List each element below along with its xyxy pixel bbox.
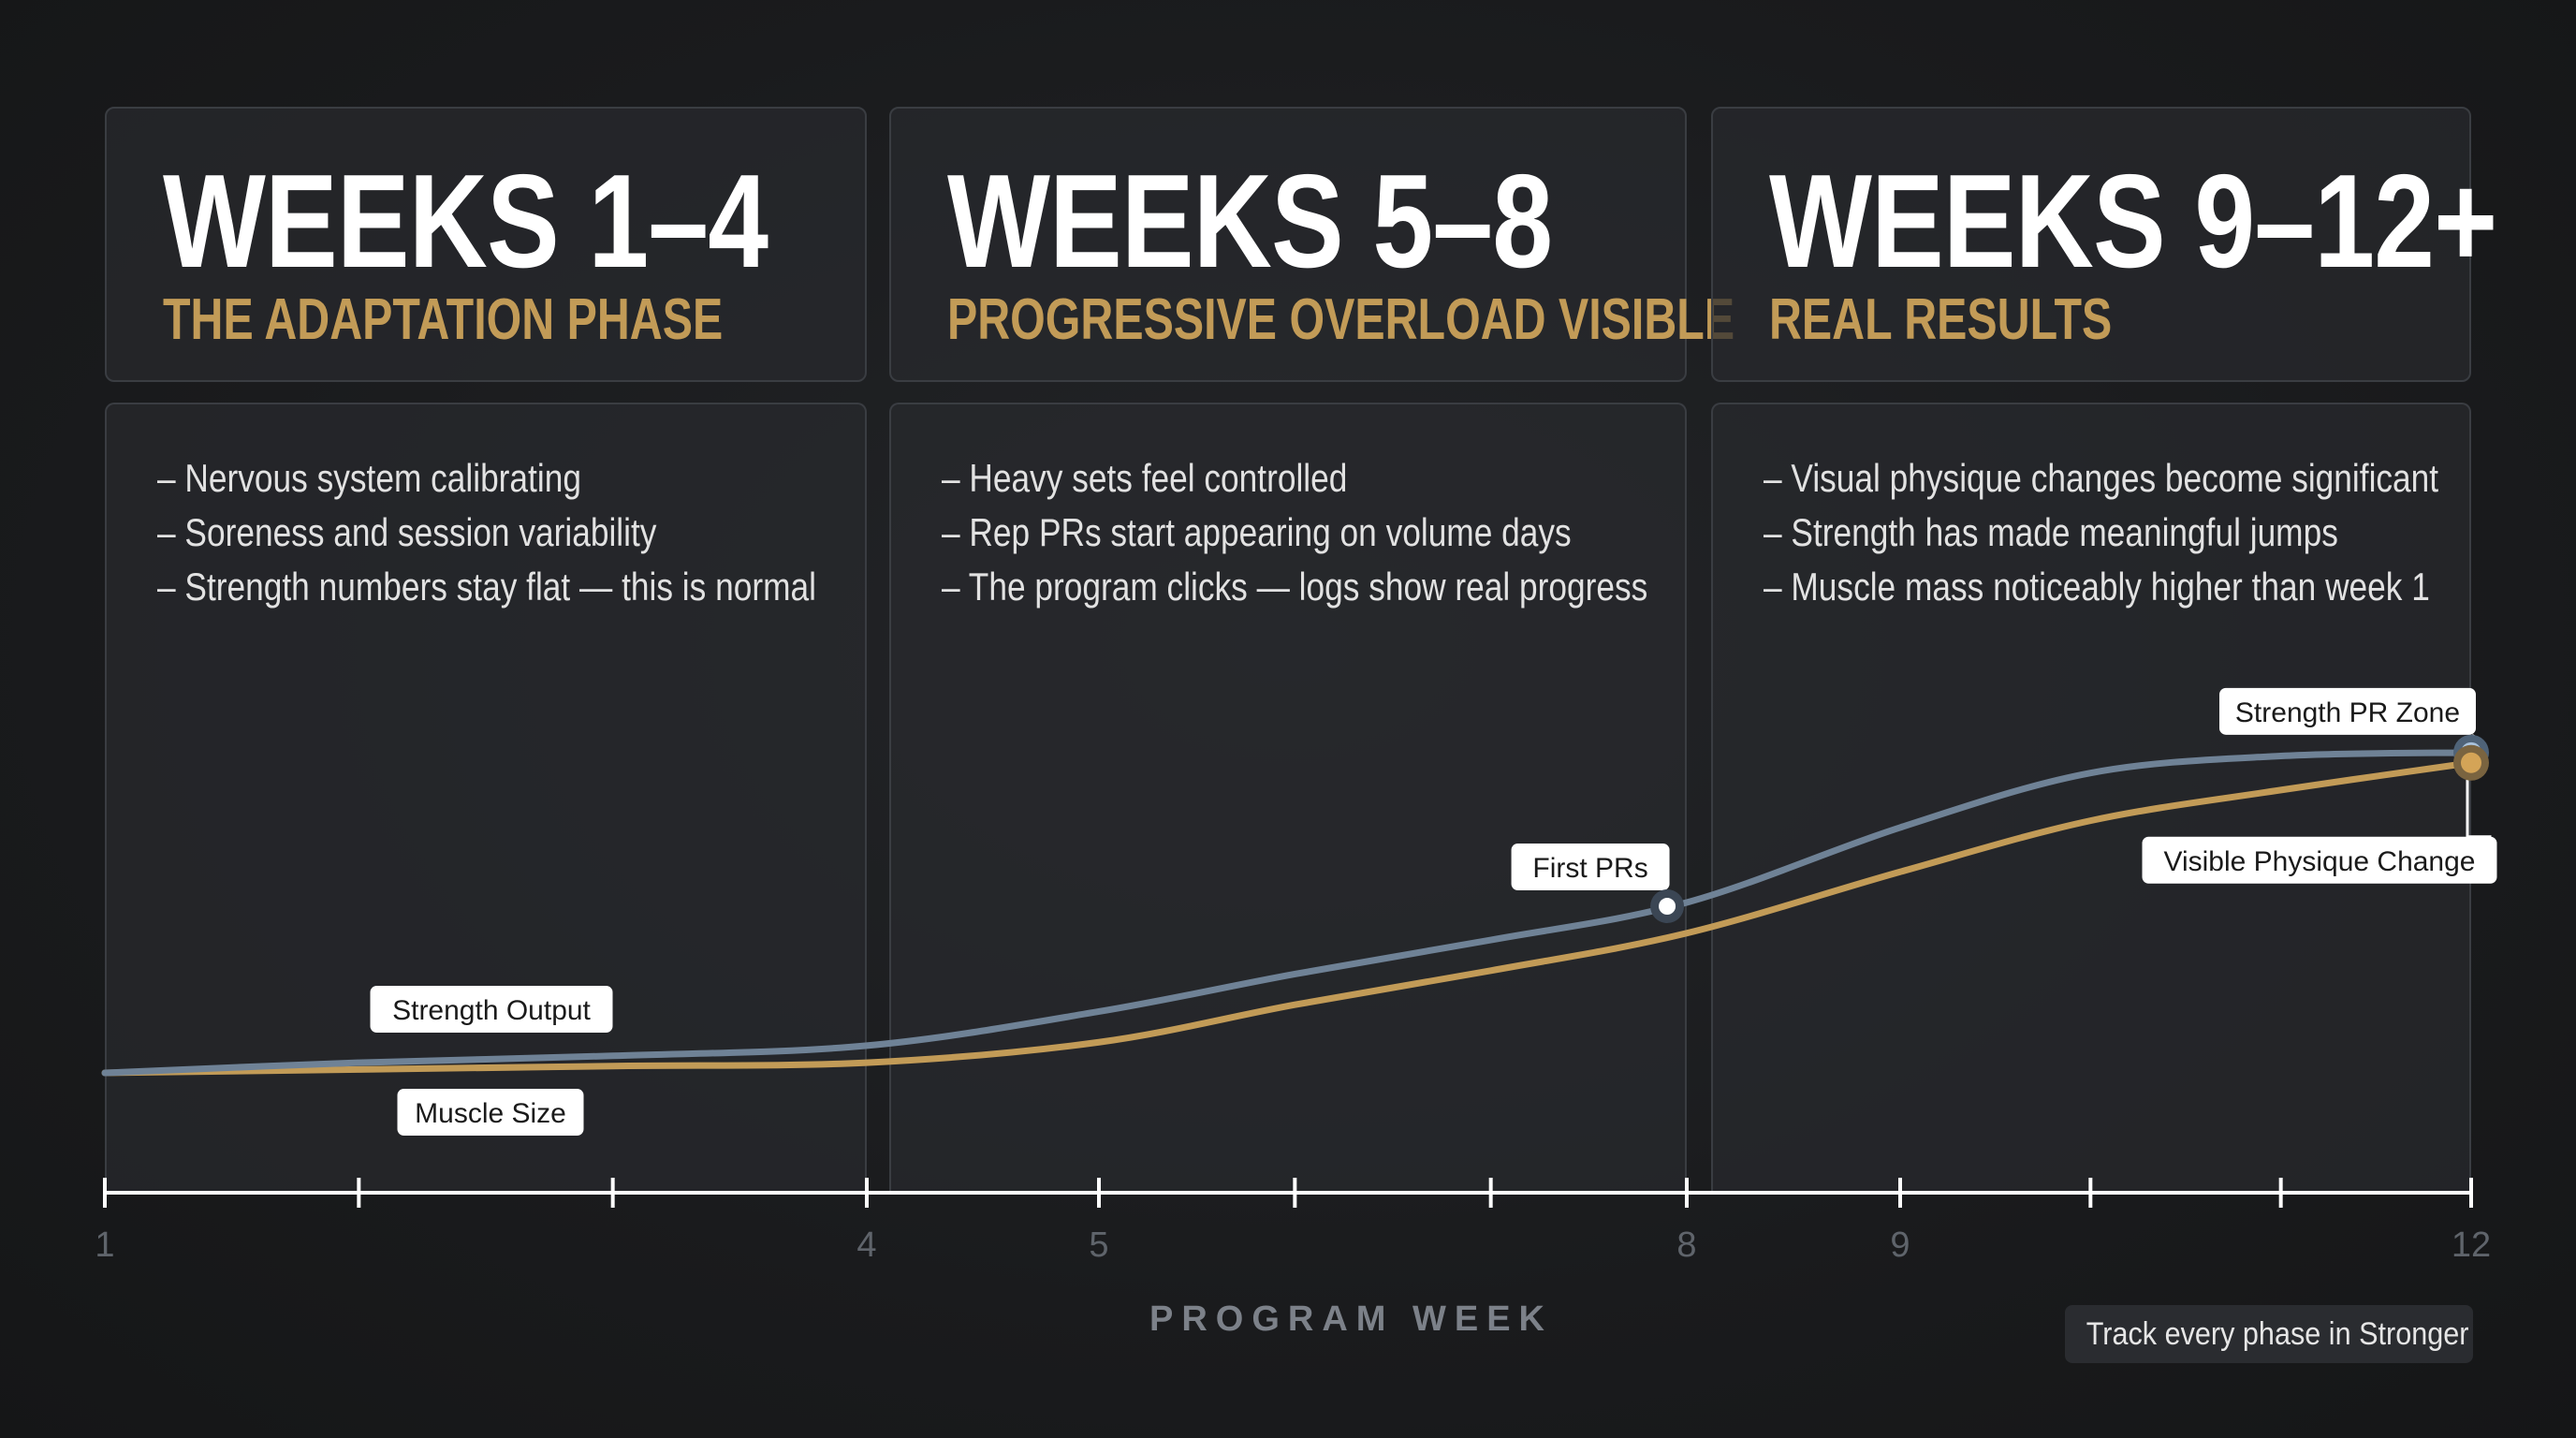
- annotation-connector: [2466, 777, 2492, 839]
- phase-bullet: – Nervous system calibrating: [157, 456, 581, 500]
- phase-header-1: WEEKS 1–4 THE ADAPTATION PHASE: [105, 107, 867, 382]
- series-line-muscle: [101, 759, 2475, 1077]
- label-box: [397, 1089, 584, 1136]
- annotation-marker-dot: [1659, 898, 1676, 916]
- x-tick-label: 9: [1890, 1225, 1910, 1265]
- label-text: Strength PR Zone: [2235, 697, 2460, 728]
- phase-bullet-list: – Visual physique changes become signifi…: [1764, 451, 2567, 614]
- track-cta-badge[interactable]: Track every phase in Stronger: [2065, 1305, 2473, 1363]
- phase-body-2: – Heavy sets feel controlled – Rep PRs st…: [889, 403, 1687, 1195]
- x-tick-label: 8: [1676, 1225, 1696, 1265]
- phase-bullet-list: – Heavy sets feel controlled – Rep PRs st…: [942, 451, 1782, 614]
- phase-bullet: – Strength has made meaningful jumps: [1764, 510, 2338, 554]
- label-box: [2219, 687, 2476, 735]
- phase-bullet: – Visual physique changes become signifi…: [1764, 456, 2439, 500]
- phase-subtitle: REAL RESULTS: [1769, 287, 2113, 352]
- x-tick-label: 1: [95, 1225, 114, 1265]
- x-tick-label: 12: [2452, 1225, 2491, 1265]
- phase-bullet: – Strength numbers stay flat — this is n…: [157, 565, 816, 609]
- phase-subtitle: THE ADAPTATION PHASE: [163, 287, 724, 352]
- x-tick-label: 4: [856, 1225, 876, 1265]
- annotation-label: Strength PR Zone: [2219, 687, 2476, 735]
- phase-header-2: WEEKS 5–8 PROGRESSIVE OVERLOAD VISIBLE: [889, 107, 1734, 382]
- annotation-label: First PRs: [1511, 844, 1670, 891]
- phase-bullet: – The program clicks — logs show real pr…: [942, 565, 1648, 609]
- annotation-label: Visible Physique Change: [2142, 836, 2497, 884]
- series-label-muscle: Muscle Size: [397, 1089, 584, 1136]
- phase-bullet: – Muscle mass noticeably higher than wee…: [1764, 565, 2430, 609]
- phase-bullet-list: – Nervous system calibrating – Soreness a…: [157, 451, 942, 614]
- x-axis-label: PROGRAM WEEK: [1149, 1299, 1553, 1339]
- series-line-strength: [101, 749, 2475, 1077]
- phase-bullet: – Heavy sets feel controlled: [942, 456, 1348, 500]
- phase-title: WEEKS 1–4: [163, 147, 768, 296]
- label-text: Strength Output: [392, 995, 591, 1026]
- annotation-marker-dot: [2461, 752, 2481, 773]
- cta-text: Track every phase in Stronger: [2086, 1316, 2469, 1352]
- series-label-strength: Strength Output: [370, 986, 613, 1033]
- x-tick-label: 5: [1089, 1225, 1108, 1265]
- phase-header-3: WEEKS 9–12+ REAL RESULTS: [1711, 107, 2497, 382]
- phase-bullet: – Soreness and session variability: [157, 510, 657, 554]
- phase-subtitle: PROGRESSIVE OVERLOAD VISIBLE: [947, 287, 1735, 352]
- label-text: First PRs: [1532, 853, 1647, 884]
- label-text: Visible Physique Change: [2163, 846, 2475, 877]
- label-text: Muscle Size: [415, 1098, 566, 1129]
- label-box: [370, 986, 613, 1033]
- phase-title: WEEKS 5–8: [947, 147, 1553, 296]
- phase-bullet: – Rep PRs start appearing on volume days: [942, 510, 1572, 554]
- label-box: [1511, 844, 1670, 891]
- phase-title: WEEKS 9–12+: [1769, 147, 2497, 296]
- phase-body-3: – Visual physique changes become signifi…: [1711, 403, 2471, 1195]
- label-box: [2142, 836, 2497, 884]
